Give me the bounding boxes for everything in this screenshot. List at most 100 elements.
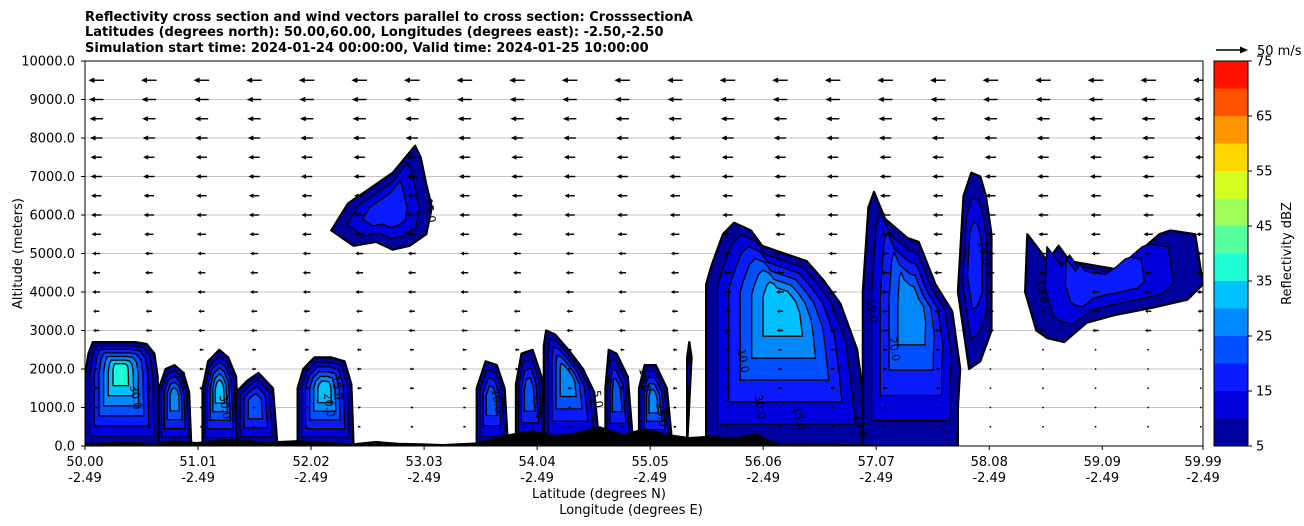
wind-vector-dot <box>989 425 992 428</box>
wind-vector-head <box>1144 270 1148 275</box>
reflectivity-contour <box>559 362 577 398</box>
x-tick-label-lon: -2.49 <box>294 471 328 486</box>
wind-vector-head <box>672 348 675 352</box>
wind-vector-head <box>932 193 938 198</box>
wind-vector-head <box>357 386 359 390</box>
cell-58 <box>956 171 993 371</box>
wind-vector-head <box>514 386 517 390</box>
wind-vector-head <box>143 193 149 198</box>
wind-vector-head <box>618 290 622 294</box>
x-tick-label-lat: 57.07 <box>858 455 895 470</box>
wind-vector-head <box>302 290 307 294</box>
wind-vector-head <box>357 367 359 371</box>
wind-vector-head <box>461 309 465 314</box>
wind-vector-head <box>883 367 885 371</box>
wind-vector-head <box>878 116 885 122</box>
wind-vector-head <box>721 154 727 160</box>
wind-vector-head <box>1091 251 1096 256</box>
wind-vector-head <box>356 328 359 333</box>
contour-label: 20.0 <box>321 392 338 418</box>
wind-vector-head <box>403 77 410 84</box>
wind-vector-head <box>459 212 464 218</box>
reflectivity-contour <box>687 354 692 420</box>
wind-vector-head <box>143 154 149 160</box>
x-tick-label-lon: -2.49 <box>1186 471 1220 486</box>
wind-vector-head <box>615 116 622 122</box>
wind-vector-head <box>301 212 307 218</box>
y-tick-label: 6000.0 <box>30 209 76 224</box>
wind-vector-head <box>670 232 675 237</box>
wind-vector-dot <box>1094 348 1097 351</box>
wind-vector-head <box>1036 135 1043 141</box>
wind-vector-head <box>620 406 623 409</box>
wind-vector-head <box>776 309 780 314</box>
wind-vector-dot <box>989 368 992 370</box>
wind-vector-head <box>778 406 780 409</box>
x-tick-label-lat: 53.03 <box>405 455 442 470</box>
wind-vector-head <box>459 232 464 237</box>
wind-vector-head <box>1092 309 1096 314</box>
wind-vector-head <box>824 77 831 84</box>
wind-vector-head <box>1144 290 1148 294</box>
wind-vector-head <box>829 328 833 333</box>
wind-vector-head <box>934 328 938 333</box>
wind-vector-head <box>247 116 254 122</box>
wind-vector-head <box>456 77 463 84</box>
wind-vector-head <box>144 290 149 294</box>
reference-vector-label: 50 m/s <box>1257 44 1302 59</box>
wind-vector-head <box>246 96 253 103</box>
colorbar-swatch <box>1214 226 1248 254</box>
wind-vector-head <box>931 116 938 122</box>
title-line-1: Reflectivity cross section and wind vect… <box>85 10 693 25</box>
wind-vector-head <box>987 309 991 314</box>
reflectivity-contour <box>648 389 660 414</box>
reflectivity-contour <box>485 385 498 417</box>
terrain-profile <box>85 426 877 446</box>
wind-vector-head <box>620 425 623 429</box>
wind-vector-head <box>1196 232 1201 237</box>
wind-vector-head <box>300 135 306 141</box>
wind-vector-head <box>141 96 148 103</box>
wind-vector-head <box>616 154 622 160</box>
wind-vector-head <box>1089 174 1095 179</box>
wind-vector-head <box>826 174 832 179</box>
colorbar-frame <box>1213 60 1249 447</box>
wind-vector-head <box>614 96 621 103</box>
wind-vector-head <box>720 96 727 103</box>
wind-vector-dot <box>1042 368 1044 370</box>
wind-vector-dot <box>1147 348 1150 351</box>
wind-vector-head <box>250 328 254 333</box>
wind-vector-head <box>881 251 885 256</box>
wind-vector-head <box>194 96 201 103</box>
wind-vector-head <box>194 116 201 122</box>
wind-vector-head <box>351 96 358 103</box>
colorbar-swatch <box>1214 336 1248 364</box>
wind-reference-key: 50 m/s <box>1216 44 1302 59</box>
wind-vector-head <box>251 348 254 352</box>
wind-vector-head <box>92 251 96 256</box>
wind-vector-head <box>883 348 885 352</box>
contour-label: 15.0 <box>791 405 808 431</box>
wind-vector-head <box>1196 270 1201 275</box>
wind-vector-head <box>721 174 727 179</box>
wind-vector-head <box>354 232 359 237</box>
wind-vector-head <box>357 348 359 352</box>
wind-vector-head <box>935 367 938 371</box>
wind-vector-head <box>90 174 96 179</box>
wind-vector-head <box>1039 251 1043 256</box>
wind-vector-head <box>357 406 360 409</box>
title-line-2: Latitudes (degrees north): 50.00,60.00, … <box>85 25 664 40</box>
wind-vector-head <box>409 386 412 390</box>
cell-50 <box>85 341 160 446</box>
wind-vector-head <box>1197 328 1201 333</box>
wind-vector-head <box>568 406 570 409</box>
wind-vector-dot <box>1094 406 1097 409</box>
wind-vector-head <box>620 367 622 371</box>
wind-vector-head <box>982 77 989 84</box>
wind-vector-head <box>1091 270 1096 275</box>
wind-vector-head <box>200 425 202 429</box>
wind-vector-head <box>409 367 412 371</box>
wind-vector-head <box>200 406 202 409</box>
wind-vector-head <box>620 386 622 390</box>
wind-vector-dot <box>1094 425 1097 428</box>
